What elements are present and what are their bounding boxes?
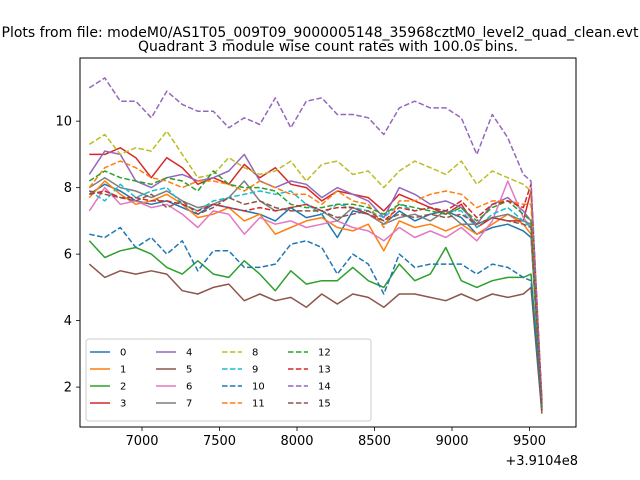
legend-label-6: 6 — [186, 382, 192, 393]
legend-label-12: 12 — [318, 348, 331, 359]
plot-lines — [88, 77, 543, 414]
y-tick-label: 4 — [64, 314, 72, 329]
legend-box — [85, 338, 372, 422]
legend-label-14: 14 — [318, 382, 331, 393]
chart-title: Quadrant 3 module wise count rates with … — [138, 39, 518, 55]
y-tick-label: 8 — [64, 181, 72, 196]
y-tick-label: 6 — [64, 248, 72, 263]
y-axis: 2 4 6 8 10 — [55, 115, 80, 396]
legend-label-11: 11 — [252, 399, 265, 410]
x-tick-label: 9000 — [435, 434, 468, 449]
series-line-5 — [88, 263, 543, 414]
legend-label-0: 0 — [120, 348, 126, 359]
series-line-2 — [88, 240, 543, 411]
x-tick-label: 8000 — [280, 434, 313, 449]
x-tick-label: 7500 — [203, 434, 236, 449]
y-tick-label: 2 — [64, 381, 72, 396]
legend-label-3: 3 — [120, 399, 126, 410]
legend-label-9: 9 — [252, 365, 258, 376]
y-tick-label: 10 — [55, 115, 72, 130]
legend-label-5: 5 — [186, 365, 192, 376]
series-line-12 — [88, 170, 543, 408]
series-line-11 — [88, 160, 543, 404]
legend-label-4: 4 — [186, 348, 192, 359]
legend-label-2: 2 — [120, 382, 126, 393]
legend-label-1: 1 — [120, 365, 126, 376]
x-tick-label: 8500 — [358, 434, 391, 449]
legend-label-15: 15 — [318, 399, 331, 410]
legend-label-8: 8 — [252, 348, 258, 359]
plot-frame — [79, 57, 577, 428]
x-tick-label: 7000 — [125, 434, 158, 449]
legend-label-7: 7 — [186, 399, 192, 410]
legend-label-13: 13 — [318, 365, 331, 376]
series-line-14 — [88, 77, 543, 404]
x-tick-label: 9500 — [513, 434, 546, 449]
chart-suptitle: Plots from file: modeM0/AS1T05_009T09_90… — [2, 25, 639, 41]
x-offset-label: +3.9104e8 — [505, 454, 578, 469]
series-line-6 — [88, 180, 543, 404]
x-axis: 7000 7500 8000 8500 9000 9500 — [125, 427, 546, 449]
series-line-1 — [88, 180, 543, 408]
series-line-9 — [88, 183, 543, 408]
legend-label-10: 10 — [252, 382, 265, 393]
series-line-15 — [89, 190, 543, 411]
